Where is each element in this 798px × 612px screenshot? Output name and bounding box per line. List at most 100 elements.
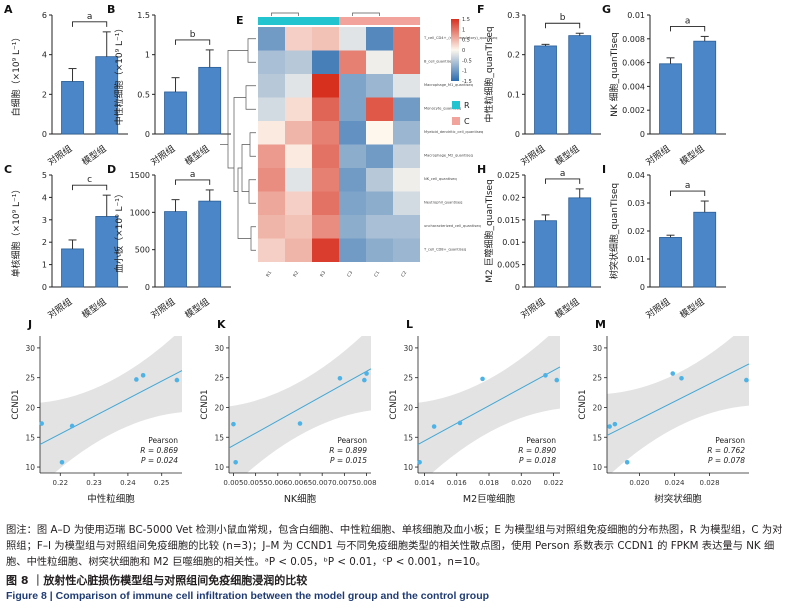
bar	[198, 200, 222, 288]
y-axis-label: CCND1	[11, 389, 21, 419]
heatmap-cell	[285, 50, 312, 74]
x-axis-label: M2巨噬细胞	[463, 493, 516, 505]
heatmap-cell	[339, 121, 366, 145]
row-dendrogram	[220, 38, 256, 251]
bar	[693, 211, 717, 288]
data-point	[543, 373, 548, 378]
x-tick-label: 0.018	[479, 479, 499, 487]
heatmap-cell	[366, 50, 393, 74]
x-axis-label: 树突状细胞	[654, 493, 702, 505]
stats-r: R = 0.890	[518, 446, 556, 455]
y-axis-label: M2 巨噬细胞_quanTIseq	[483, 179, 495, 283]
heatmap-cell	[366, 215, 393, 239]
heatmap-cell	[258, 168, 285, 192]
x-category-label: 对照组	[518, 296, 547, 321]
color-scale-bar	[451, 19, 459, 81]
dendrogram-branch	[245, 85, 256, 110]
x-tick-label: 0.005	[223, 479, 243, 487]
bar-panel-i: I 0 0.01 0.02 0.03 0.04 树突状细胞_quanTIseq 对照组 模型组 a	[602, 163, 726, 321]
y-tick-label: 15	[25, 433, 35, 442]
significance-mark: b	[560, 13, 566, 23]
x-category-label: 对照组	[45, 143, 74, 168]
legend-swatch-r	[452, 101, 460, 109]
x-tick-label: 0.024	[664, 479, 685, 487]
heatmap-cell	[339, 168, 366, 192]
y-tick-label: 20	[403, 403, 413, 412]
y-tick-label: 10	[25, 463, 35, 472]
y-tick-label: 0.005	[497, 261, 520, 270]
y-axis-label: NK 细胞_quanTIseq	[608, 32, 620, 117]
y-tick-label: 0	[515, 130, 520, 139]
bar-panel-c: C 0 1 2 3 4 5 单核细胞（×10⁹ L⁻¹） 对照组 模型组 c	[4, 163, 128, 321]
panel-letter: D	[107, 163, 116, 176]
x-tick-label: 0.020	[629, 479, 649, 487]
heatmap-row-label: Macrophage_M1_quantiseq	[424, 83, 473, 87]
heatmap-cell	[312, 168, 339, 192]
significance-mark: a	[560, 169, 566, 179]
significance-bracket	[72, 184, 108, 191]
data-point	[554, 377, 560, 383]
y-tick-label: 20	[214, 403, 224, 412]
y-tick-label: 25	[214, 374, 224, 383]
panel-letter: A	[4, 3, 13, 16]
y-tick-label: 25	[403, 374, 413, 383]
stats-method: Pearson	[526, 436, 556, 445]
heatmap-cell	[366, 238, 393, 262]
y-tick-label: 4	[42, 193, 47, 202]
bar	[61, 248, 84, 288]
data-point	[480, 376, 485, 382]
panel-letter: B	[107, 3, 115, 16]
data-point	[231, 421, 236, 427]
heatmap-row-label: T_cell_CD4+_(non-regulatory)_quantiseq	[423, 36, 497, 40]
y-axis-label: CCND1	[578, 389, 588, 419]
panel-letter: C	[4, 163, 12, 176]
stats-r: R = 0.869	[140, 446, 178, 455]
y-tick-label: 2	[42, 90, 47, 99]
data-point	[39, 421, 44, 426]
dendrogram-branch	[247, 38, 256, 63]
x-tick-label: 0.22	[52, 479, 68, 487]
y-tick-label: 0.01	[627, 11, 645, 20]
data-point	[417, 459, 422, 465]
color-scale-tick: -0.5	[462, 58, 472, 64]
data-point	[624, 459, 630, 465]
dendrogram-branch	[233, 97, 246, 192]
heatmap-cell	[285, 121, 312, 145]
y-axis-label: 单核细胞（×10⁹ L⁻¹）	[10, 185, 22, 278]
x-category-label: 对照组	[45, 296, 74, 321]
y-tick-label: 0.006	[622, 59, 645, 68]
heatmap-cell	[366, 168, 393, 192]
y-tick-label: 20	[592, 403, 602, 412]
regression-line	[229, 368, 371, 449]
data-point	[679, 375, 684, 381]
heatmap-cell	[258, 144, 285, 168]
heatmap-cell	[258, 215, 285, 239]
heatmap-row-label: Monocyte_quantiseq	[424, 107, 461, 111]
heatmap-cell	[393, 144, 420, 168]
group-color-bar	[258, 17, 285, 25]
heatmap-cell	[339, 191, 366, 215]
significance-bracket	[72, 21, 108, 27]
y-tick-label: 1500	[130, 171, 150, 180]
heatmap-cell	[366, 74, 393, 98]
color-scale-tick: 0.5	[462, 38, 470, 44]
data-point	[59, 459, 65, 465]
x-tick-label: 0.016	[447, 479, 468, 487]
heatmap-cell	[366, 27, 393, 51]
heatmap-cell	[366, 97, 393, 121]
y-tick-label: 0.002	[622, 106, 645, 115]
y-tick-label: 15	[592, 433, 602, 442]
y-tick-label: 0.2	[507, 51, 520, 60]
heatmap-column-label: R1	[265, 270, 273, 278]
scatter-panel-l: L 10 15 20 25 30 0.014 0.016 0.018 0.020 0.022 CCND…	[389, 318, 564, 505]
heatmap-cell	[285, 27, 312, 51]
x-tick-label: 0.0065	[288, 479, 313, 487]
x-tick-label: 0.0075	[332, 479, 357, 487]
x-category-label: 模型组	[182, 143, 211, 168]
panel-letter: E	[236, 14, 244, 27]
heatmap-cell	[258, 191, 285, 215]
heatmap-cell	[393, 74, 420, 98]
x-tick-label: 0.022	[544, 479, 564, 487]
